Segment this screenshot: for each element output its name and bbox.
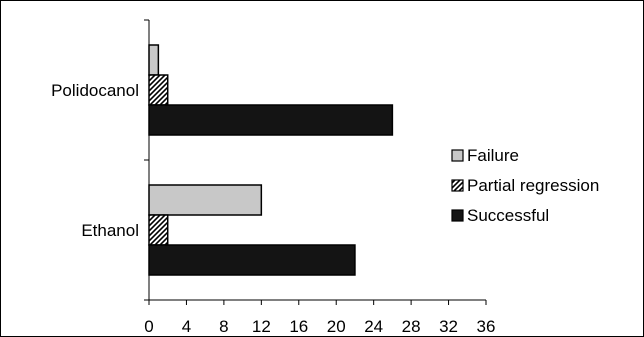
legend: Failure Partial regression Successful [451,146,599,225]
x-tick-label: 36 [477,317,496,336]
x-tick-label: 8 [219,317,228,336]
x-tick-label: 24 [364,317,383,336]
bar-partial-regression-polidocanol [148,74,169,106]
legend-label-failure: Failure [467,146,519,165]
bar-successful-ethanol [148,244,356,276]
legend-swatch-partial-regression [451,179,464,192]
legend-swatch-failure [451,149,464,162]
bar-partial-regression-ethanol [148,214,169,246]
legend-swatch-successful [451,209,464,222]
x-tick-label: 0 [144,317,153,336]
x-tick-label: 12 [252,317,271,336]
category-label: Ethanol [81,221,139,240]
bar-successful-polidocanol [148,104,394,136]
x-tick-label: 16 [289,317,308,336]
category-label: Polidocanol [51,81,139,100]
bar-failure-ethanol [148,184,263,216]
bar-failure-polidocanol [148,44,160,76]
x-tick-label: 4 [182,317,191,336]
x-tick-label: 32 [439,317,458,336]
x-tick-label: 20 [327,317,346,336]
legend-label-partial-regression: Partial regression [467,176,599,195]
legend-label-successful: Successful [467,206,549,225]
x-tick-label: 28 [402,317,421,336]
